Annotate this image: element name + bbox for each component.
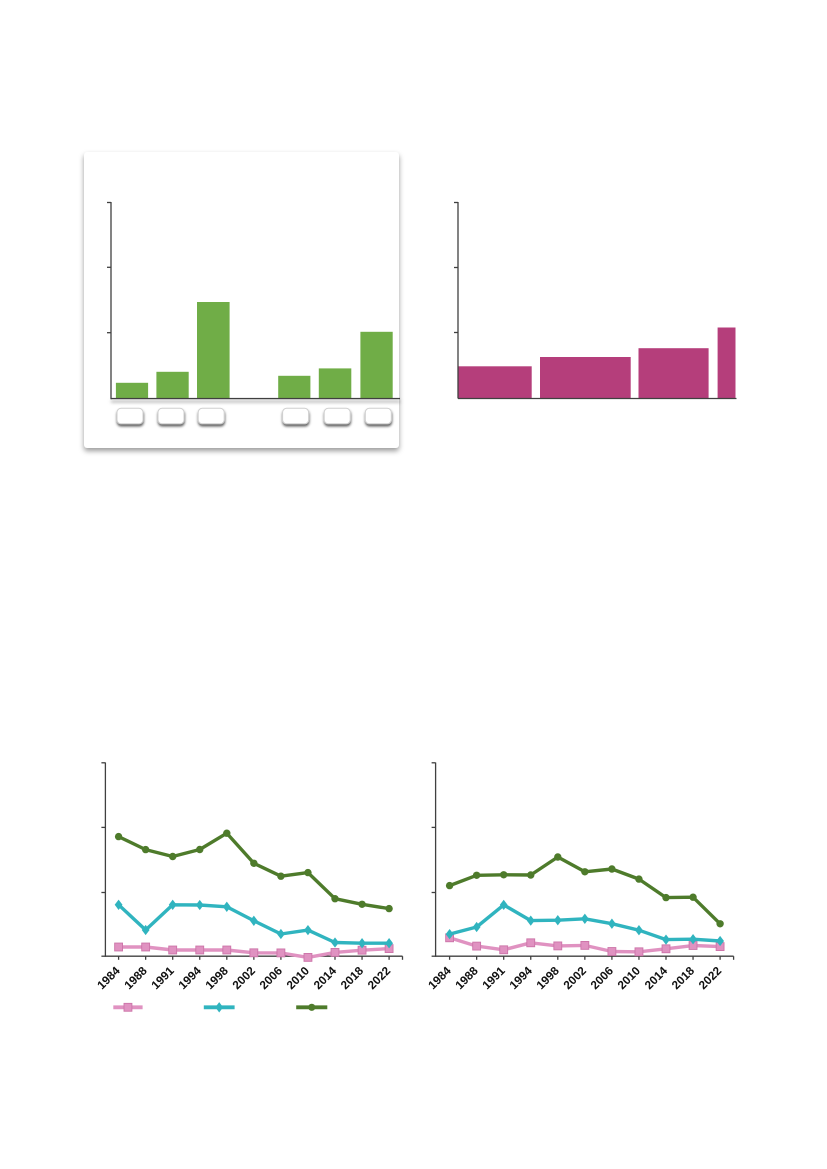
svg-text:2014: 2014 bbox=[642, 963, 671, 992]
svg-text:2010: 2010 bbox=[284, 963, 313, 992]
svg-text:2018: 2018 bbox=[669, 963, 698, 992]
svg-text:2010: 2010 bbox=[615, 963, 644, 992]
svg-text:2018: 2018 bbox=[338, 963, 367, 992]
svg-text:1994: 1994 bbox=[175, 963, 204, 992]
svg-text:1991: 1991 bbox=[479, 963, 508, 992]
svg-text:1988: 1988 bbox=[452, 963, 481, 992]
svg-text:2006: 2006 bbox=[588, 963, 617, 992]
svg-text:1988: 1988 bbox=[121, 963, 150, 992]
svg-text:1984: 1984 bbox=[94, 963, 123, 992]
svg-text:1998: 1998 bbox=[533, 963, 562, 992]
svg-text:2022: 2022 bbox=[696, 963, 725, 992]
svg-text:1994: 1994 bbox=[506, 963, 535, 992]
svg-text:2022: 2022 bbox=[365, 963, 394, 992]
svg-text:1998: 1998 bbox=[202, 963, 231, 992]
svg-text:1991: 1991 bbox=[148, 963, 177, 992]
svg-text:2002: 2002 bbox=[561, 963, 590, 992]
svg-text:2014: 2014 bbox=[311, 963, 340, 992]
svg-text:2002: 2002 bbox=[230, 963, 259, 992]
svg-text:1984: 1984 bbox=[425, 963, 454, 992]
svg-text:2006: 2006 bbox=[257, 963, 286, 992]
